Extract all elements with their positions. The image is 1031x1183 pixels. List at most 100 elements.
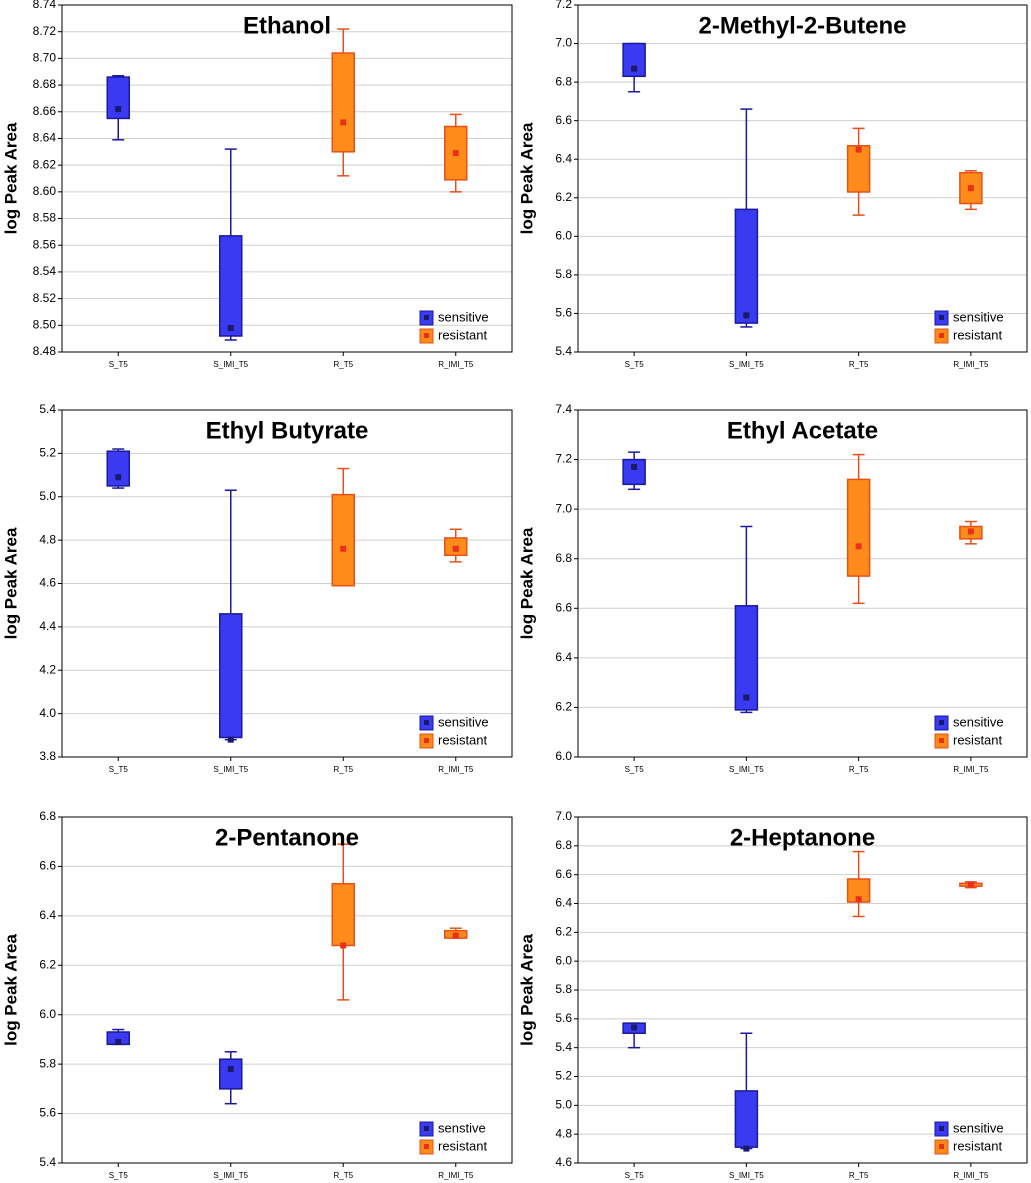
y-tick-label: 7.0	[555, 809, 572, 823]
x-tick-label: R_IMI_T5	[953, 1171, 989, 1180]
median-point	[743, 1145, 750, 1152]
box	[622, 458, 646, 486]
box	[219, 1058, 243, 1090]
plot-frame	[61, 816, 513, 1164]
y-tick-label: 6.6	[555, 113, 572, 127]
y-tick-label: 4.4	[39, 619, 56, 633]
chart-title: Ethyl Butyrate	[206, 417, 369, 444]
box	[846, 144, 871, 193]
y-tick-label: 7.2	[555, 0, 572, 11]
box	[331, 493, 355, 587]
y-tick-label: 8.70	[33, 51, 57, 65]
y-axis-label: log Peak Area	[1, 934, 20, 1046]
y-tick-label: 8.50	[33, 317, 57, 331]
median-point	[340, 119, 347, 126]
y-tick-label: 6.4	[555, 151, 572, 165]
x-tick-label: R_IMI_T5	[953, 360, 989, 369]
y-tick-label: 8.58	[33, 211, 57, 225]
y-tick-label: 8.74	[33, 0, 57, 11]
y-tick-label: 5.6	[39, 1106, 56, 1120]
box	[734, 208, 759, 324]
y-tick-label: 4.0	[39, 706, 56, 720]
y-tick-label: 6.2	[555, 925, 572, 939]
legend-dot	[939, 333, 944, 338]
median-point	[967, 185, 974, 192]
legend-label: resistant	[438, 732, 488, 747]
legend-label: sensitive	[438, 309, 489, 324]
y-tick-label: 6.4	[555, 896, 572, 910]
plot-frame	[61, 4, 513, 353]
x-tick-label: S_IMI_T5	[729, 360, 764, 369]
y-tick-label: 8.56	[33, 237, 57, 251]
legend-label: senstive	[438, 1120, 486, 1135]
median-point	[227, 324, 234, 331]
legend-label: sensitive	[953, 309, 1004, 324]
legend-dot	[939, 315, 944, 320]
y-axis-label: log Peak Area	[517, 122, 536, 234]
plot-area	[62, 5, 512, 352]
chart-title: 2-Methyl-2-Butene	[698, 12, 906, 39]
x-tick-label: S_IMI_T5	[729, 1171, 764, 1180]
y-tick-label: 4.2	[39, 662, 56, 676]
x-tick-label: R_IMI_T5	[438, 765, 474, 774]
y-tick-label: 6.0	[555, 749, 572, 763]
median-point	[340, 942, 347, 949]
median-point	[452, 932, 459, 939]
y-tick-label: 6.6	[555, 867, 572, 881]
y-tick-label: 5.6	[555, 1011, 572, 1025]
x-tick-label: R_T5	[849, 360, 869, 369]
legend-dot	[424, 1126, 429, 1131]
median-point	[855, 146, 862, 153]
y-axis-label: log Peak Area	[1, 122, 20, 234]
y-tick-label: 6.4	[39, 908, 56, 922]
box	[219, 235, 243, 337]
x-tick-label: S_IMI_T5	[213, 360, 248, 369]
y-tick-label: 5.0	[39, 489, 56, 503]
plot-frame	[577, 816, 1028, 1164]
y-tick-label: 5.6	[555, 306, 572, 320]
median-point	[115, 474, 122, 481]
x-tick-label: R_T5	[849, 1171, 869, 1180]
median-point	[631, 1024, 638, 1031]
legend-dot	[939, 1126, 944, 1131]
y-tick-label: 8.48	[33, 344, 57, 358]
median-point	[227, 1066, 234, 1073]
legend-dot	[939, 738, 944, 743]
x-tick-label: R_T5	[849, 765, 869, 774]
legend-dot	[939, 1144, 944, 1149]
legend-dot	[424, 720, 429, 725]
plot-frame	[61, 409, 513, 758]
y-axis-label: log Peak Area	[517, 527, 536, 639]
y-tick-label: 6.8	[555, 838, 572, 852]
x-tick-label: S_IMI_T5	[729, 765, 764, 774]
y-tick-label: 3.8	[39, 749, 56, 763]
median-point	[743, 694, 750, 701]
x-tick-label: S_IMI_T5	[213, 1171, 248, 1180]
box	[734, 1090, 759, 1148]
legend-dot	[939, 720, 944, 725]
legend-dot	[424, 738, 429, 743]
x-tick-label: S_IMI_T5	[213, 765, 248, 774]
plot-area	[62, 817, 512, 1163]
x-tick-label: R_T5	[333, 765, 353, 774]
y-tick-label: 8.54	[33, 264, 57, 278]
y-tick-label: 6.2	[555, 700, 572, 714]
median-point	[743, 312, 750, 319]
legend-dot	[424, 1144, 429, 1149]
y-tick-label: 5.2	[39, 446, 56, 460]
y-tick-label: 5.2	[555, 1069, 572, 1083]
legend-label: resistant	[953, 732, 1003, 747]
box	[331, 882, 355, 947]
median-point	[855, 543, 862, 550]
x-tick-label: S_T5	[625, 765, 645, 774]
y-tick-label: 5.4	[39, 1155, 56, 1169]
median-point	[631, 464, 638, 471]
box	[106, 76, 130, 120]
y-tick-label: 6.0	[555, 953, 572, 967]
box	[219, 613, 243, 739]
legend-dot	[424, 333, 429, 338]
y-tick-label: 4.6	[555, 1155, 572, 1169]
y-tick-label: 8.64	[33, 131, 57, 145]
y-tick-label: 7.0	[555, 36, 572, 50]
